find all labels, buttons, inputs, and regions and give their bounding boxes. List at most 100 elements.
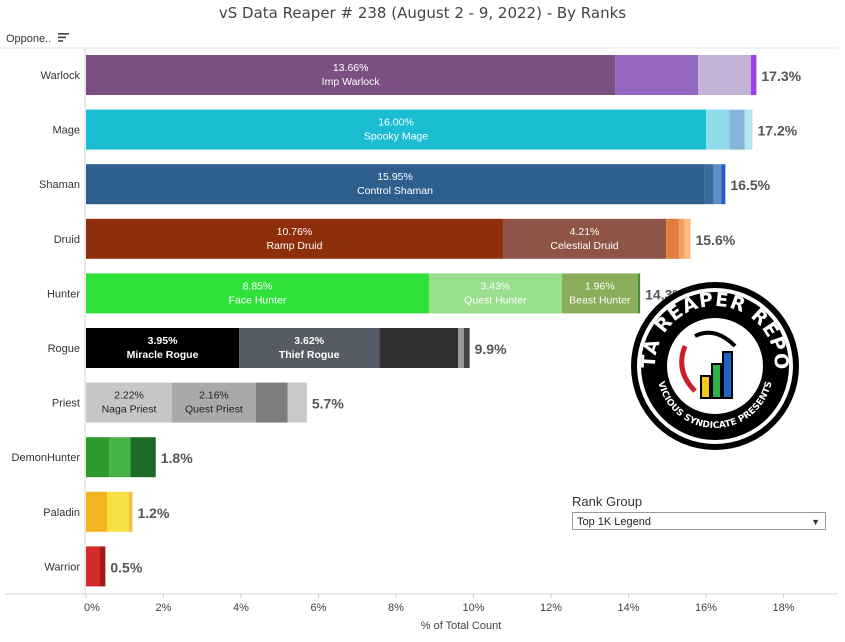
segment-percent-label: 13.66% <box>333 62 369 74</box>
x-tick-label: 8% <box>388 602 404 614</box>
bar-segment[interactable] <box>130 437 156 478</box>
data-reaper-logo: DATA REAPER REPORT VICIOUS SYNDICATE PRE… <box>631 282 799 450</box>
total-label: 1.2% <box>138 505 170 521</box>
segment-percent-label: 2.16% <box>199 390 229 402</box>
rank-group-dropdown[interactable]: Top 1K Legend ▼ <box>572 512 826 530</box>
segment-percent-label: 16.00% <box>378 117 414 129</box>
bar-segment[interactable] <box>704 164 714 205</box>
x-tick-label: 10% <box>462 602 484 614</box>
bar-segment[interactable] <box>678 218 685 259</box>
bar-segment[interactable] <box>86 109 706 150</box>
x-tick-label: 2% <box>156 602 172 614</box>
bar-row-paladin: Paladin 1.2% <box>43 491 170 532</box>
total-label: 17.2% <box>758 123 798 139</box>
bar-segment[interactable] <box>172 382 256 423</box>
bar-segment[interactable] <box>561 273 638 314</box>
dropdown-arrow-icon[interactable]: ▼ <box>811 517 820 527</box>
bar-row-demonhunter: DemonHunter 1.8% <box>12 437 193 478</box>
bar-row-priest: Priest 2.22% Naga Priest 2.16% Quest Priest 5… <box>52 382 344 423</box>
segment-archetype-label: Ramp Druid <box>266 240 322 252</box>
bar-segment[interactable] <box>255 382 288 423</box>
segment-archetype-label: Celestial Druid <box>550 240 618 252</box>
bar-segment[interactable] <box>287 382 307 423</box>
bar-row-druid: Druid 10.76% Ramp Druid 4.21% Celestial Drui… <box>54 218 736 259</box>
bar-segment[interactable] <box>86 164 705 205</box>
bar-segment[interactable] <box>637 273 641 314</box>
x-tick-label: 18% <box>772 602 794 614</box>
bar-segment[interactable] <box>713 164 722 205</box>
bar-segment[interactable] <box>684 218 691 259</box>
bar-segment[interactable] <box>502 218 667 259</box>
bar-segment[interactable] <box>109 437 131 478</box>
segment-percent-label: 1.96% <box>585 280 615 292</box>
segment-archetype-label: Miracle Rogue <box>127 349 199 361</box>
segment-percent-label: 15.95% <box>377 171 413 183</box>
total-label: 1.8% <box>161 450 193 466</box>
bar-segment[interactable] <box>428 273 562 314</box>
bar-segment[interactable] <box>666 218 679 259</box>
bar-segment[interactable] <box>698 55 751 95</box>
segment-archetype-label: Spooky Mage <box>364 131 428 143</box>
rank-group-title: Rank Group <box>572 494 643 509</box>
bar-segment[interactable] <box>99 546 106 587</box>
category-label: Warrior <box>44 561 80 573</box>
bar-segment[interactable] <box>86 273 429 314</box>
bar-segment[interactable] <box>128 491 133 532</box>
segment-percent-label: 8.85% <box>243 280 273 292</box>
bar-segment[interactable] <box>86 546 100 587</box>
bar-segment[interactable] <box>458 328 464 368</box>
bar-segment[interactable] <box>615 55 699 95</box>
bar-segment[interactable] <box>706 109 730 150</box>
sort-icon[interactable] <box>58 33 70 45</box>
category-label: Shaman <box>39 179 80 191</box>
total-label: 15.6% <box>696 232 736 248</box>
bar-segment[interactable] <box>239 328 380 368</box>
bar-segment[interactable] <box>750 55 757 95</box>
bar-segment[interactable] <box>86 437 110 478</box>
bar-rows: Warlock 13.66% Imp Warlock 17.3% Mage 16.00% S… <box>12 55 802 587</box>
bar-segment[interactable] <box>86 382 173 423</box>
bar-segment[interactable] <box>86 218 503 259</box>
segment-percent-label: 4.21% <box>570 226 600 238</box>
x-tick-label: 0% <box>84 602 100 614</box>
total-label: 17.3% <box>761 68 801 84</box>
category-label: Warlock <box>41 70 81 82</box>
rank-group-selected: Top 1K Legend <box>577 516 652 528</box>
category-label: Hunter <box>47 288 80 300</box>
bar-row-warlock: Warlock 13.66% Imp Warlock 17.3% <box>41 55 802 95</box>
sort-header[interactable]: Oppone.. <box>6 33 70 45</box>
total-label: 16.5% <box>730 177 770 193</box>
category-label: Rogue <box>48 343 80 355</box>
total-label: 5.7% <box>312 396 344 412</box>
segment-percent-label: 10.76% <box>277 226 313 238</box>
x-tick-label: 12% <box>540 602 562 614</box>
bar-row-shaman: Shaman 15.95% Control Shaman 16.5% <box>39 164 771 205</box>
bar-segment[interactable] <box>729 109 745 150</box>
total-label: 0.5% <box>110 559 142 575</box>
segment-archetype-label: Thief Rogue <box>279 349 340 361</box>
bar-segment[interactable] <box>721 164 726 205</box>
chart-title: vS Data Reaper # 238 (August 2 - 9, 2022… <box>218 4 627 22</box>
segment-archetype-label: Quest Hunter <box>464 294 527 306</box>
bar-segment[interactable] <box>86 491 108 532</box>
category-label: Priest <box>52 398 80 410</box>
bar-segment[interactable] <box>744 109 753 150</box>
segment-archetype-label: Beast Hunter <box>569 294 631 306</box>
x-tick-label: 16% <box>695 602 717 614</box>
bar-segment[interactable] <box>86 328 240 368</box>
category-label: DemonHunter <box>12 452 81 464</box>
x-tick-label: 14% <box>617 602 639 614</box>
total-label: 9.9% <box>475 341 507 357</box>
bar-segment[interactable] <box>379 328 458 368</box>
bar-segment[interactable] <box>107 491 129 532</box>
bar-row-hunter: Hunter 8.85% Face Hunter 3.43% Quest Hunter 1… <box>47 273 685 314</box>
bar-row-warrior: Warrior 0.5% <box>44 546 143 587</box>
sort-header-label: Oppone.. <box>6 33 52 45</box>
bar-segment[interactable] <box>86 55 616 95</box>
category-label: Druid <box>54 234 80 246</box>
bar-row-mage: Mage 16.00% Spooky Mage 17.2% <box>52 109 798 150</box>
x-tick-label: 6% <box>311 602 327 614</box>
bar-row-rogue: Rogue 3.95% Miracle Rogue 3.62% Thief Rogue 9… <box>48 328 507 368</box>
segment-archetype-label: Face Hunter <box>229 294 287 306</box>
bar-segment[interactable] <box>463 328 470 368</box>
